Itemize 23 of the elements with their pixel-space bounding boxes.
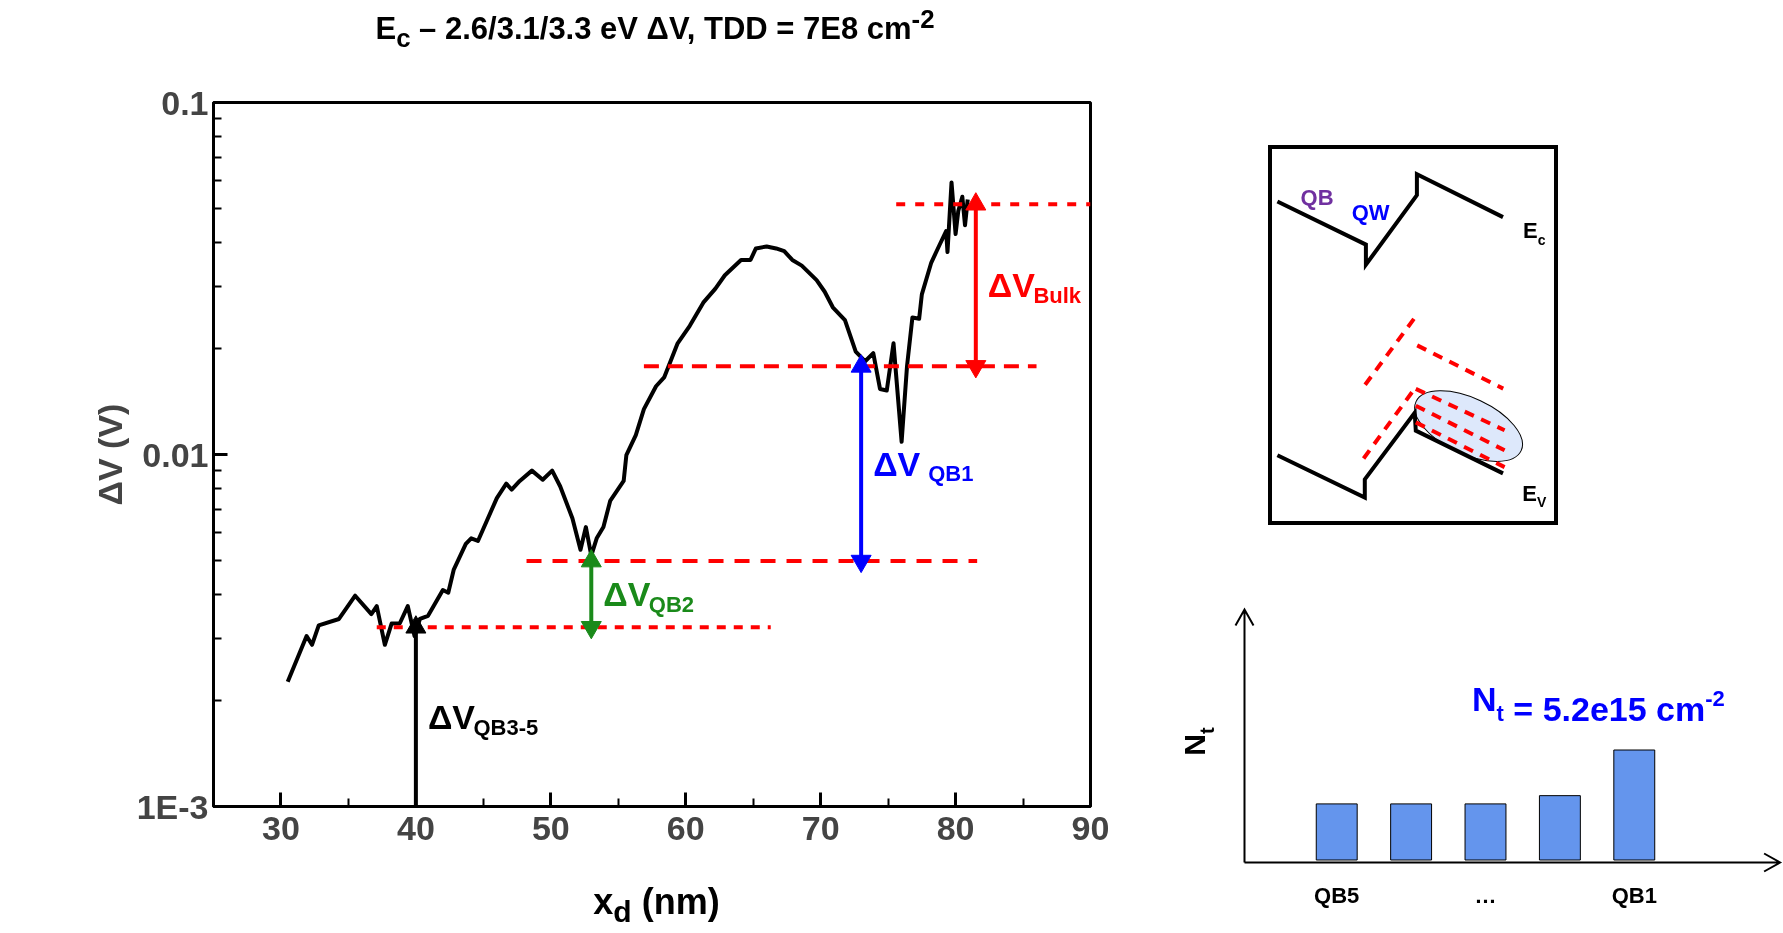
y-tick-label: 0.1 (161, 83, 209, 122)
x-tick-label: 60 (666, 808, 705, 847)
text: E$_{V}$ (1522, 480, 1547, 511)
y-tick-label: 0.01 (142, 435, 209, 474)
x-tick-label: … (1474, 882, 1497, 908)
x-tick-label: 30 (262, 808, 300, 847)
x-tick-label: 90 (1071, 808, 1110, 847)
x-tick-label: 80 (936, 808, 975, 847)
text: E$_{c}$ (1523, 218, 1546, 248)
y-tick-label: 1E-3 (136, 787, 209, 826)
x-tick-label: 70 (801, 808, 840, 847)
text: = 5.2e15 cm$^{-2}$ (1513, 685, 1725, 729)
annotation: ΔV QB1 (873, 444, 974, 487)
chart-title: E$_{c}$ – 2.6/3.1/3.3 eV ΔV, TDD = 7E8 cm$^{-2}$ (374, 5, 936, 53)
y-axis-title: ΔV (V) (90, 403, 129, 506)
text: QW (1351, 199, 1390, 225)
x-tick-label: 50 (531, 808, 570, 847)
y-axis-title: N$_{t}$ (1472, 680, 1505, 727)
x-tick-label: 40 (396, 808, 435, 847)
x-axis-title: x$_{d}$ (nm) (592, 881, 721, 930)
x-tick-label: QB1 (1611, 882, 1657, 908)
x-tick-label: QB5 (1314, 882, 1360, 908)
text: QB (1300, 184, 1334, 210)
